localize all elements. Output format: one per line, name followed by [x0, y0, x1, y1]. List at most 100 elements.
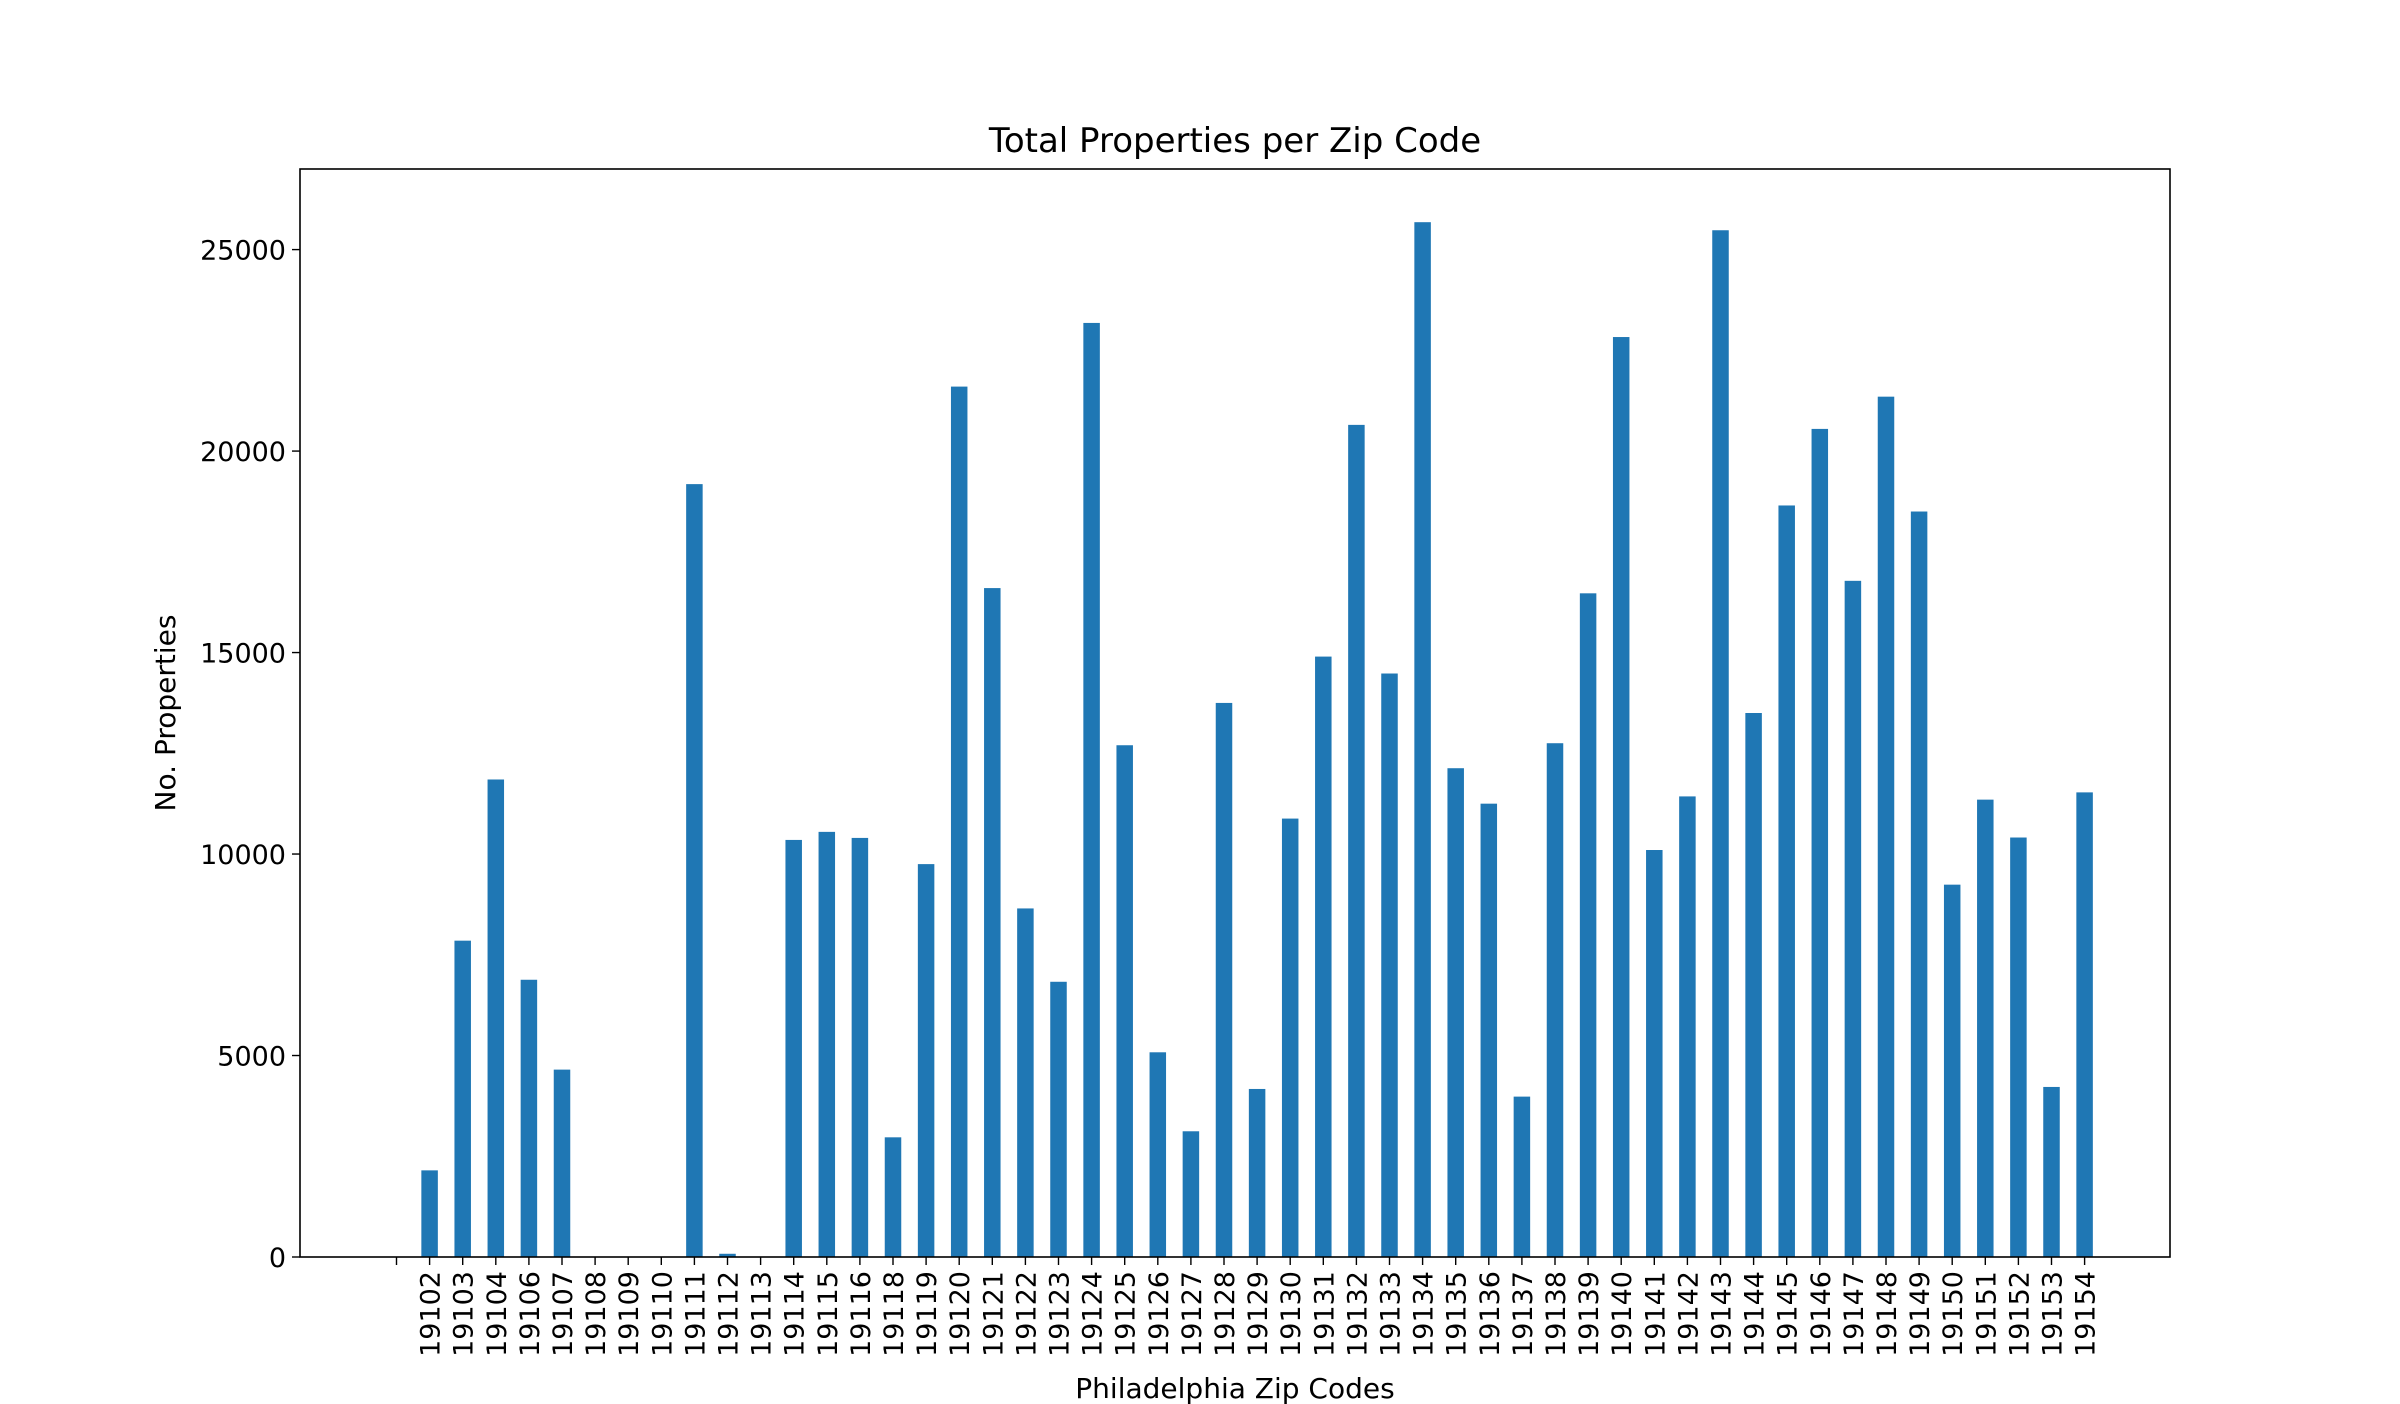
x-tick-label: 19152 — [2004, 1271, 2035, 1357]
bar-19115 — [818, 831, 836, 1257]
bar-19135 — [1447, 768, 1464, 1257]
bar-19137 — [1513, 1096, 1531, 1257]
y-axis-ticks: 0 5000 10000 15000 20000 25000 — [200, 236, 300, 1274]
x-tick-label: 19120 — [945, 1271, 976, 1357]
x-tick-label: 19145 — [1773, 1271, 1804, 1357]
bar-19149 — [1910, 511, 1928, 1257]
x-tick-label: 19126 — [1144, 1271, 1175, 1357]
bar-19154 — [2076, 792, 2093, 1257]
x-tick-label: 19146 — [1806, 1271, 1837, 1357]
bar-19134 — [1414, 222, 1431, 1258]
y-tick-label: 25000 — [200, 236, 286, 267]
x-tick-label: 19118 — [879, 1271, 910, 1357]
bar-19124 — [1083, 322, 1100, 1257]
x-tick-label: 19132 — [1342, 1271, 1373, 1357]
x-tick-label: 19150 — [1938, 1271, 1969, 1357]
x-tick-label: 19153 — [2038, 1271, 2069, 1357]
bar-19129 — [1248, 1088, 1266, 1257]
bar-19102 — [421, 1170, 438, 1257]
x-tick-label: 19103 — [449, 1271, 480, 1357]
bar-19132 — [1348, 424, 1365, 1257]
bar-19146 — [1811, 428, 1829, 1257]
x-tick-label: 19115 — [813, 1271, 844, 1357]
x-tick-label: 19148 — [1872, 1271, 1903, 1357]
x-tick-label: 19147 — [1839, 1271, 1870, 1357]
bar-19131 — [1315, 656, 1332, 1257]
bar-19111 — [686, 484, 703, 1257]
x-tick-label: 19107 — [548, 1271, 579, 1357]
bar-19104 — [487, 779, 505, 1257]
x-tick-label: 19124 — [1078, 1271, 1109, 1357]
bar-19118 — [884, 1137, 902, 1257]
x-tick-label: 19141 — [1640, 1271, 1671, 1357]
bar-19142 — [1679, 796, 1696, 1257]
bar-19127 — [1182, 1131, 1200, 1257]
bar-19152 — [2010, 837, 2027, 1257]
x-tick-label: 19134 — [1409, 1271, 1440, 1357]
bar-19138 — [1546, 743, 1564, 1257]
y-tick-label: 5000 — [217, 1042, 286, 1073]
bar-19133 — [1381, 673, 1398, 1257]
bar-19140 — [1612, 337, 1630, 1257]
y-tick-label: 15000 — [200, 639, 286, 670]
x-tick-label: 19137 — [1508, 1271, 1539, 1357]
y-tick-label: 10000 — [200, 840, 286, 871]
x-tick-label: 19127 — [1177, 1271, 1208, 1357]
bar-19116 — [851, 837, 869, 1257]
x-tick-label: 19110 — [647, 1271, 678, 1357]
bar-19153 — [2043, 1086, 2060, 1257]
bar-19114 — [785, 839, 802, 1257]
x-tick-label: 19129 — [1243, 1271, 1274, 1357]
bar-19136 — [1480, 803, 1498, 1257]
bar-19143 — [1712, 230, 1729, 1257]
bar-19145 — [1778, 505, 1795, 1258]
x-tick-label: 19114 — [780, 1271, 811, 1357]
x-tick-label: 19125 — [1111, 1271, 1142, 1357]
bar-19130 — [1281, 818, 1299, 1257]
x-tick-label: 19133 — [1376, 1271, 1407, 1357]
bar-19121 — [984, 588, 1001, 1257]
x-axis-ticks: 19102 19103 19104 19106 19107 19108 19109 19110… — [395, 1257, 2102, 1357]
x-tick-label: 19140 — [1607, 1271, 1638, 1357]
x-axis-label: Philadelphia Zip Codes — [1075, 1372, 1394, 1404]
x-tick-label: 19104 — [482, 1271, 513, 1357]
x-tick-label: 19151 — [1971, 1271, 2002, 1357]
bar-19103 — [454, 940, 471, 1257]
bar-19107 — [553, 1069, 571, 1257]
x-tick-label: 19128 — [1210, 1271, 1241, 1357]
bar-19151 — [1977, 799, 1994, 1257]
bar-19148 — [1877, 396, 1895, 1257]
bar-19126 — [1149, 1052, 1167, 1257]
bars-group — [421, 222, 2093, 1258]
x-tick-label: 19123 — [1045, 1271, 1076, 1357]
x-tick-label: 19122 — [1011, 1271, 1042, 1357]
x-tick-label: 19113 — [747, 1271, 778, 1357]
bar-19128 — [1215, 702, 1233, 1257]
x-tick-label: 19131 — [1309, 1271, 1340, 1357]
x-tick-label: 19102 — [416, 1271, 447, 1357]
x-tick-label: 19138 — [1541, 1271, 1572, 1357]
bar-19112 — [719, 1253, 736, 1257]
x-tick-label: 19154 — [2071, 1271, 2102, 1357]
bar-19123 — [1050, 981, 1067, 1257]
x-tick-label: 19135 — [1442, 1271, 1473, 1357]
bar-19147 — [1844, 580, 1862, 1257]
bar-19119 — [917, 864, 935, 1257]
x-tick-label: 19139 — [1574, 1271, 1605, 1357]
x-tick-label: 19112 — [714, 1271, 745, 1357]
x-tick-label: 19144 — [1740, 1271, 1771, 1357]
bar-19125 — [1116, 745, 1133, 1257]
bar-19106 — [520, 979, 538, 1257]
bar-19120 — [950, 386, 968, 1258]
x-tick-label: 19143 — [1707, 1271, 1738, 1357]
y-tick-label: 0 — [269, 1243, 286, 1274]
bar-19144 — [1745, 713, 1762, 1257]
x-tick-label: 19116 — [846, 1271, 877, 1357]
x-tick-label: 19149 — [1905, 1271, 1936, 1357]
x-tick-label: 19136 — [1475, 1271, 1506, 1357]
bar-19141 — [1646, 850, 1663, 1257]
x-tick-label: 19121 — [978, 1271, 1009, 1357]
x-tick-label: 19119 — [912, 1271, 943, 1357]
plot-area-frame — [299, 168, 2171, 1258]
